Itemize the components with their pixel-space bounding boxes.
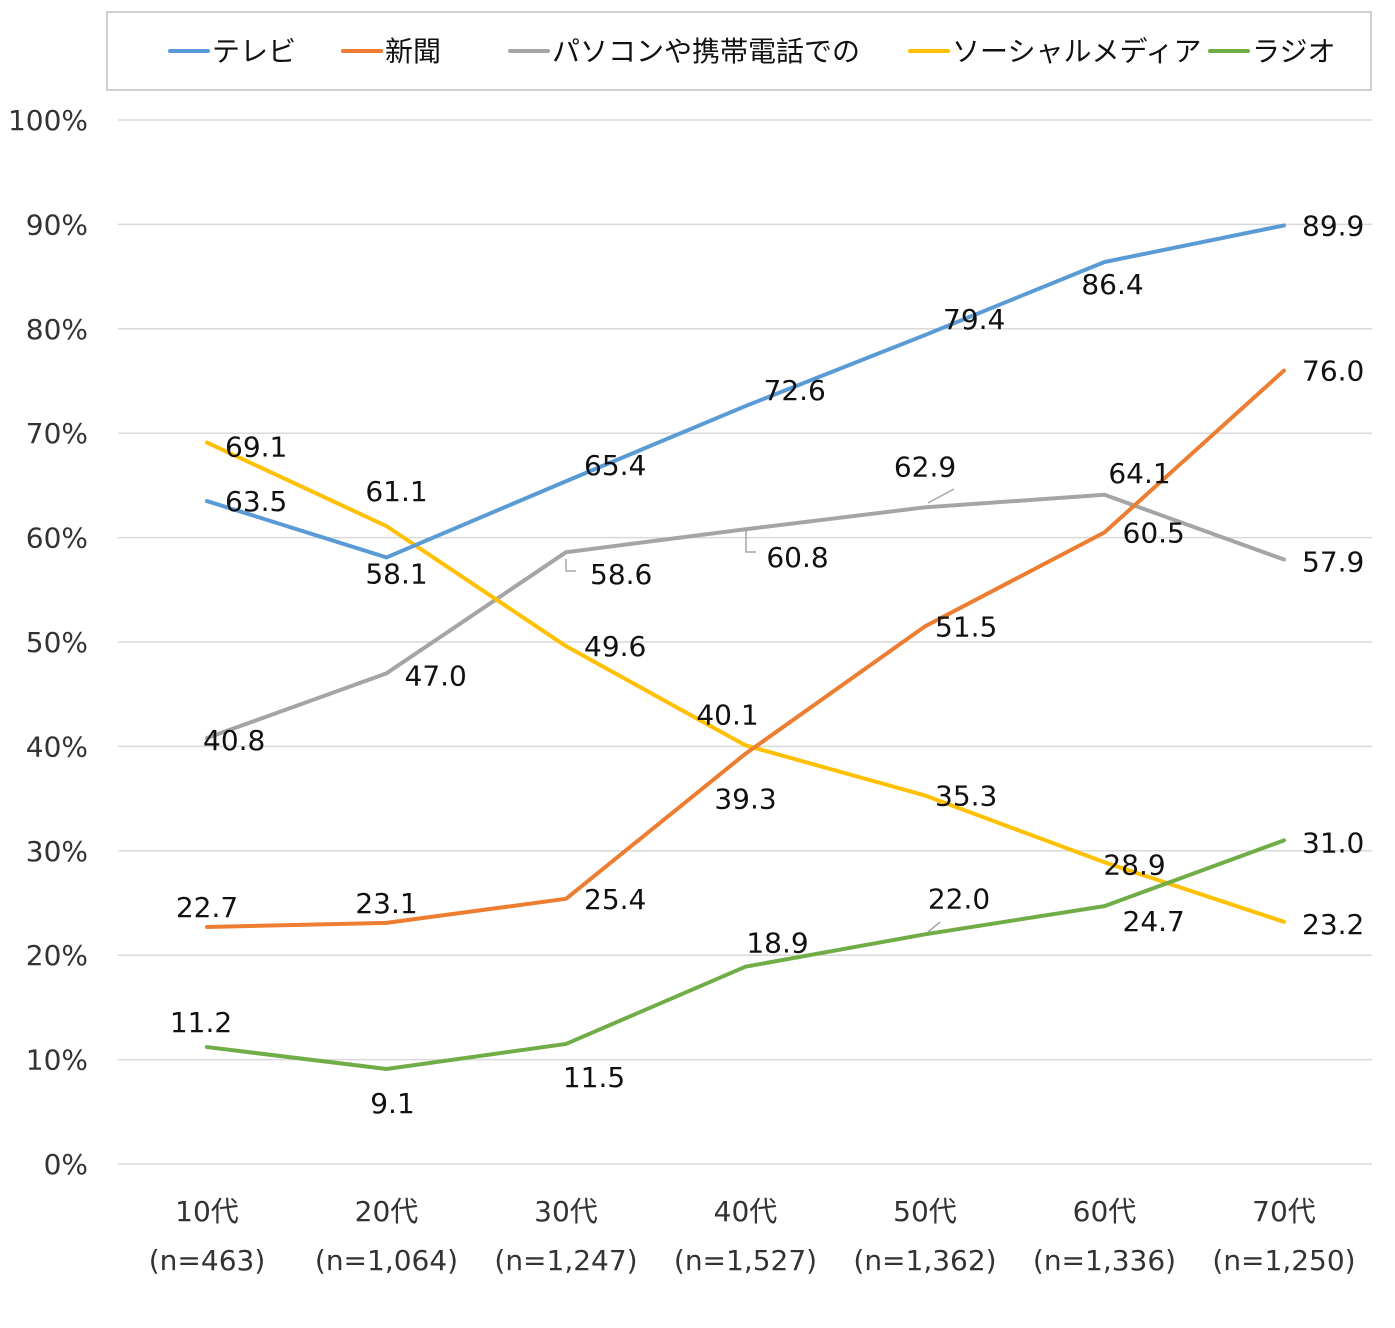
data-label: 11.5 bbox=[563, 1061, 625, 1094]
x-category-sample-size: (n=1,247) bbox=[494, 1244, 637, 1277]
series-line bbox=[205, 492, 1286, 741]
leader-lines bbox=[565, 488, 955, 933]
data-label: 24.7 bbox=[1123, 905, 1185, 938]
leader-line bbox=[927, 921, 941, 933]
data-label: 64.1 bbox=[1108, 457, 1170, 490]
y-tick-label: 80% bbox=[26, 313, 88, 346]
x-category-label: 30代 bbox=[534, 1195, 598, 1228]
data-label: 51.5 bbox=[935, 610, 997, 643]
legend-label: ラジオ bbox=[1252, 35, 1335, 68]
data-label: 63.5 bbox=[225, 485, 287, 518]
x-category-sample-size: (n=1,336) bbox=[1033, 1244, 1176, 1277]
data-label: 69.1 bbox=[225, 431, 287, 464]
series-lines bbox=[205, 223, 1286, 1071]
series-line bbox=[205, 223, 1286, 560]
x-axis: 10代 (n=463) 20代 (n=1,064) 30代 (n=1,247) 40代 (n=… bbox=[149, 1195, 1356, 1277]
data-label: 25.4 bbox=[584, 883, 646, 916]
series-line bbox=[205, 440, 1286, 924]
data-label: 58.6 bbox=[590, 558, 652, 591]
y-tick-label: 0% bbox=[44, 1148, 88, 1181]
data-label: 79.4 bbox=[943, 303, 1005, 336]
data-label: 60.5 bbox=[1123, 516, 1185, 549]
legend: テレビ 新聞 パソコンや携帯電話での ソーシャルメディア ラジオ bbox=[106, 11, 1372, 91]
data-label: 28.9 bbox=[1103, 848, 1165, 881]
leader-line bbox=[927, 488, 955, 504]
data-label: 72.6 bbox=[764, 374, 826, 407]
data-label: 11.2 bbox=[170, 1006, 232, 1039]
x-category-sample-size: (n=1,527) bbox=[674, 1244, 817, 1277]
data-label: 89.9 bbox=[1302, 209, 1364, 242]
y-tick-label: 70% bbox=[26, 417, 88, 450]
data-label: 40.8 bbox=[203, 724, 265, 757]
data-label: 61.1 bbox=[365, 475, 427, 508]
data-label: 35.3 bbox=[935, 779, 997, 812]
data-label: 23.2 bbox=[1302, 908, 1364, 941]
data-label: 49.6 bbox=[584, 630, 646, 663]
data-label: 9.1 bbox=[370, 1087, 415, 1120]
y-tick-label: 10% bbox=[26, 1044, 88, 1077]
x-category-label: 50代 bbox=[893, 1195, 957, 1228]
x-category-sample-size: (n=1,064) bbox=[315, 1244, 458, 1277]
x-category-label: 70代 bbox=[1252, 1195, 1316, 1228]
data-label: 22.7 bbox=[176, 891, 238, 924]
x-category-label: 10代 bbox=[175, 1195, 239, 1228]
data-label: 76.0 bbox=[1302, 355, 1364, 388]
data-label: 31.0 bbox=[1302, 826, 1364, 859]
legend-label: テレビ bbox=[212, 35, 296, 68]
gridlines bbox=[118, 119, 1372, 1165]
y-tick-label: 30% bbox=[26, 835, 88, 868]
data-label: 86.4 bbox=[1081, 268, 1143, 301]
data-label: 60.8 bbox=[766, 541, 828, 574]
data-label: 39.3 bbox=[714, 783, 776, 816]
y-tick-label: 20% bbox=[26, 939, 88, 972]
series-line bbox=[205, 838, 1286, 1071]
x-category-sample-size: (n=1,250) bbox=[1212, 1244, 1355, 1277]
y-tick-label: 90% bbox=[26, 208, 88, 241]
data-label: 62.9 bbox=[894, 450, 956, 483]
y-tick-label: 60% bbox=[26, 522, 88, 555]
data-label: 23.1 bbox=[355, 887, 417, 920]
data-label: 22.0 bbox=[928, 882, 990, 915]
data-label: 58.1 bbox=[365, 557, 427, 590]
legend-box bbox=[106, 11, 1372, 91]
data-label: 47.0 bbox=[405, 659, 467, 692]
data-label: 57.9 bbox=[1302, 546, 1364, 579]
data-label: 18.9 bbox=[746, 927, 808, 960]
y-tick-label: 50% bbox=[26, 626, 88, 659]
data-label: 40.1 bbox=[696, 698, 758, 731]
series-line bbox=[205, 368, 1286, 930]
y-axis: 0% 10% 20% 30% 40% 50% 60% 70% 80% 90% 100% bbox=[8, 104, 88, 1181]
data-label: 65.4 bbox=[584, 449, 646, 482]
data-labels: 63.5 58.1 65.4 72.6 79.4 86.4 89.9 22.7 23.1 25.4… bbox=[170, 209, 1365, 1120]
x-category-label: 60代 bbox=[1073, 1195, 1137, 1228]
x-category-label: 40代 bbox=[714, 1195, 778, 1228]
legend-label: パソコンや携帯電話での bbox=[552, 35, 860, 68]
y-tick-label: 40% bbox=[26, 730, 88, 763]
leader-line bbox=[565, 559, 576, 572]
x-category-sample-size: (n=1,362) bbox=[853, 1244, 996, 1277]
leader-line bbox=[745, 531, 756, 553]
x-category-sample-size: (n=463) bbox=[149, 1244, 266, 1277]
x-category-label: 20代 bbox=[355, 1195, 419, 1228]
legend-label: 新聞 bbox=[385, 35, 441, 68]
y-tick-label: 100% bbox=[8, 104, 88, 137]
legend-label: ソーシャルメディア bbox=[952, 35, 1201, 68]
